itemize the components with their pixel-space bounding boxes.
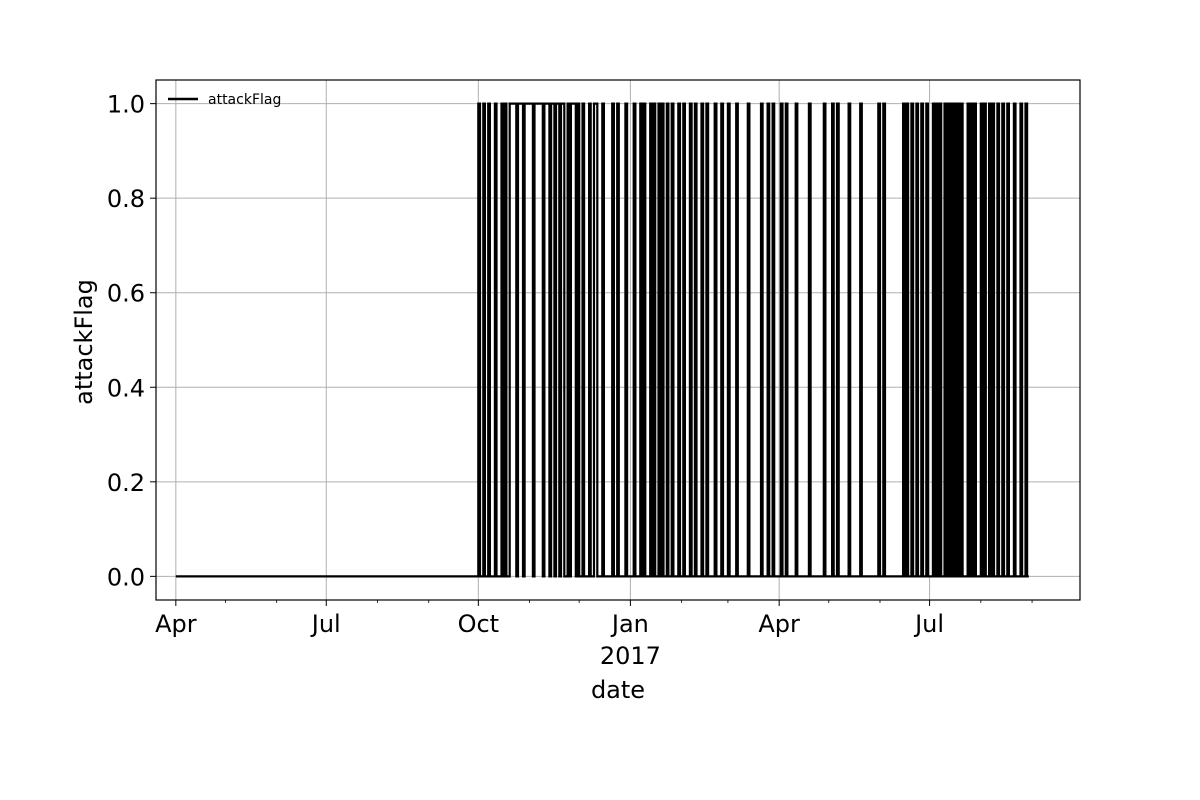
x-tick-label-1: Jul <box>310 610 341 638</box>
legend-label-attackflag: attackFlag <box>208 92 281 108</box>
y-tick-label-3: 0.6 <box>107 280 145 308</box>
y-tick-label-0: 0.0 <box>107 563 145 591</box>
plot-area-frame <box>155 79 1081 601</box>
y-tick-label-2: 0.4 <box>107 374 145 402</box>
x-year-label: 2017 <box>600 642 661 670</box>
series-layer <box>175 102 1029 578</box>
x-axis: Apr Jul Oct Jan Apr Jul 2017 <box>155 600 1033 670</box>
y-axis-title: attackFlag <box>70 279 98 405</box>
x-tick-label-0: Apr <box>155 610 197 638</box>
y-tick-label-5: 1.0 <box>107 91 145 119</box>
x-tick-label-4: Apr <box>758 610 800 638</box>
y-tick-label-1: 0.2 <box>107 469 145 497</box>
series-line-attackflag <box>175 102 1029 578</box>
y-axis: 0.0 0.2 0.4 0.6 0.8 1.0 <box>107 91 156 591</box>
x-axis-title: date <box>591 676 645 704</box>
x-tick-label-5: Jul <box>913 610 944 638</box>
x-tick-label-2: Oct <box>458 610 500 638</box>
y-tick-label-4: 0.8 <box>107 185 145 213</box>
legend: attackFlag <box>168 92 281 108</box>
x-tick-label-3: Jan <box>610 610 649 638</box>
